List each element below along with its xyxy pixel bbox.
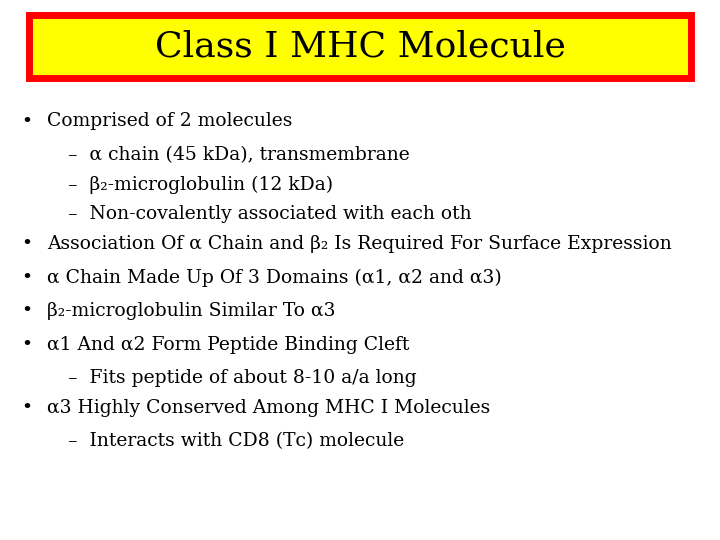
Text: β₂-microglobulin Similar To α3: β₂-microglobulin Similar To α3 [47, 302, 336, 320]
Text: •: • [22, 268, 32, 287]
Text: α3 Highly Conserved Among MHC I Molecules: α3 Highly Conserved Among MHC I Molecule… [47, 399, 490, 417]
Text: α1 And α2 Form Peptide Binding Cleft: α1 And α2 Form Peptide Binding Cleft [47, 335, 409, 354]
Text: •: • [22, 399, 32, 417]
Text: •: • [22, 335, 32, 354]
Text: –  Fits peptide of about 8-10 a/a long: – Fits peptide of about 8-10 a/a long [68, 369, 417, 387]
Text: •: • [22, 112, 32, 131]
Text: –  α chain (45 kDa), transmembrane: – α chain (45 kDa), transmembrane [68, 146, 410, 164]
Text: Association Of α Chain and β₂ Is Required For Surface Expression: Association Of α Chain and β₂ Is Require… [47, 235, 672, 253]
Text: •: • [22, 235, 32, 253]
Text: Comprised of 2 molecules: Comprised of 2 molecules [47, 112, 292, 131]
Text: Class I MHC Molecule: Class I MHC Molecule [155, 30, 565, 63]
Text: –  Interacts with CD8 (Tᴄ) molecule: – Interacts with CD8 (Tᴄ) molecule [68, 432, 405, 450]
Text: –  β₂-microglobulin (12 kDa): – β₂-microglobulin (12 kDa) [68, 176, 333, 194]
Text: •: • [22, 302, 32, 320]
Text: α Chain Made Up Of 3 Domains (α1, α2 and α3): α Chain Made Up Of 3 Domains (α1, α2 and… [47, 268, 502, 287]
Text: –  Non-covalently associated with each oth: – Non-covalently associated with each ot… [68, 205, 472, 224]
FancyBboxPatch shape [29, 15, 691, 78]
